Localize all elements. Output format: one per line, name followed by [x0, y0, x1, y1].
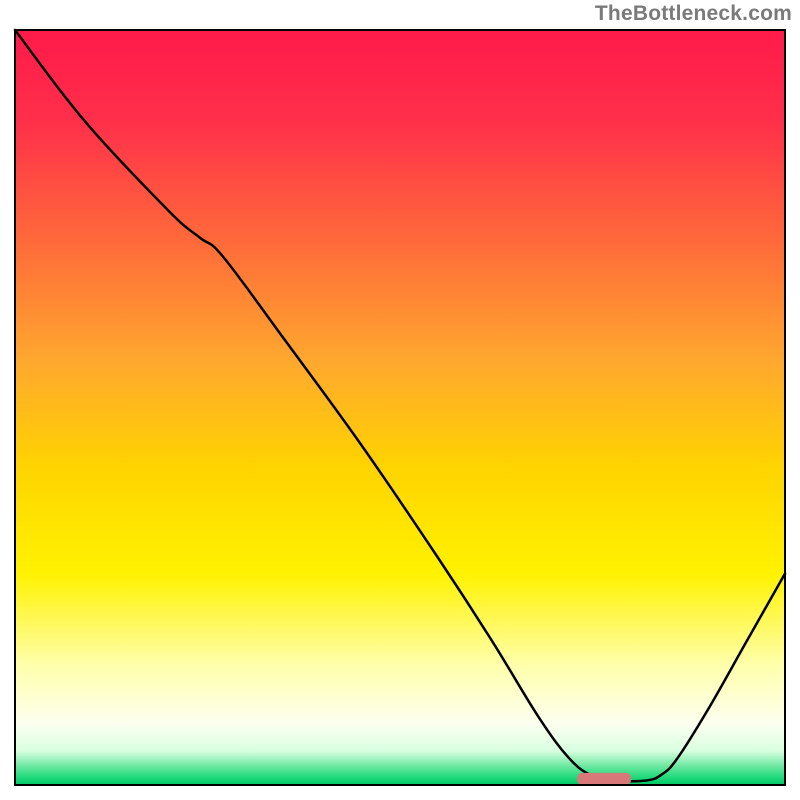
- optimal-range-marker: [577, 773, 631, 785]
- watermark-text: TheBottleneck.com: [595, 2, 792, 26]
- plot-background: [15, 30, 785, 785]
- bottleneck-chart: TheBottleneck.com: [0, 0, 800, 800]
- chart-svg: [0, 0, 800, 800]
